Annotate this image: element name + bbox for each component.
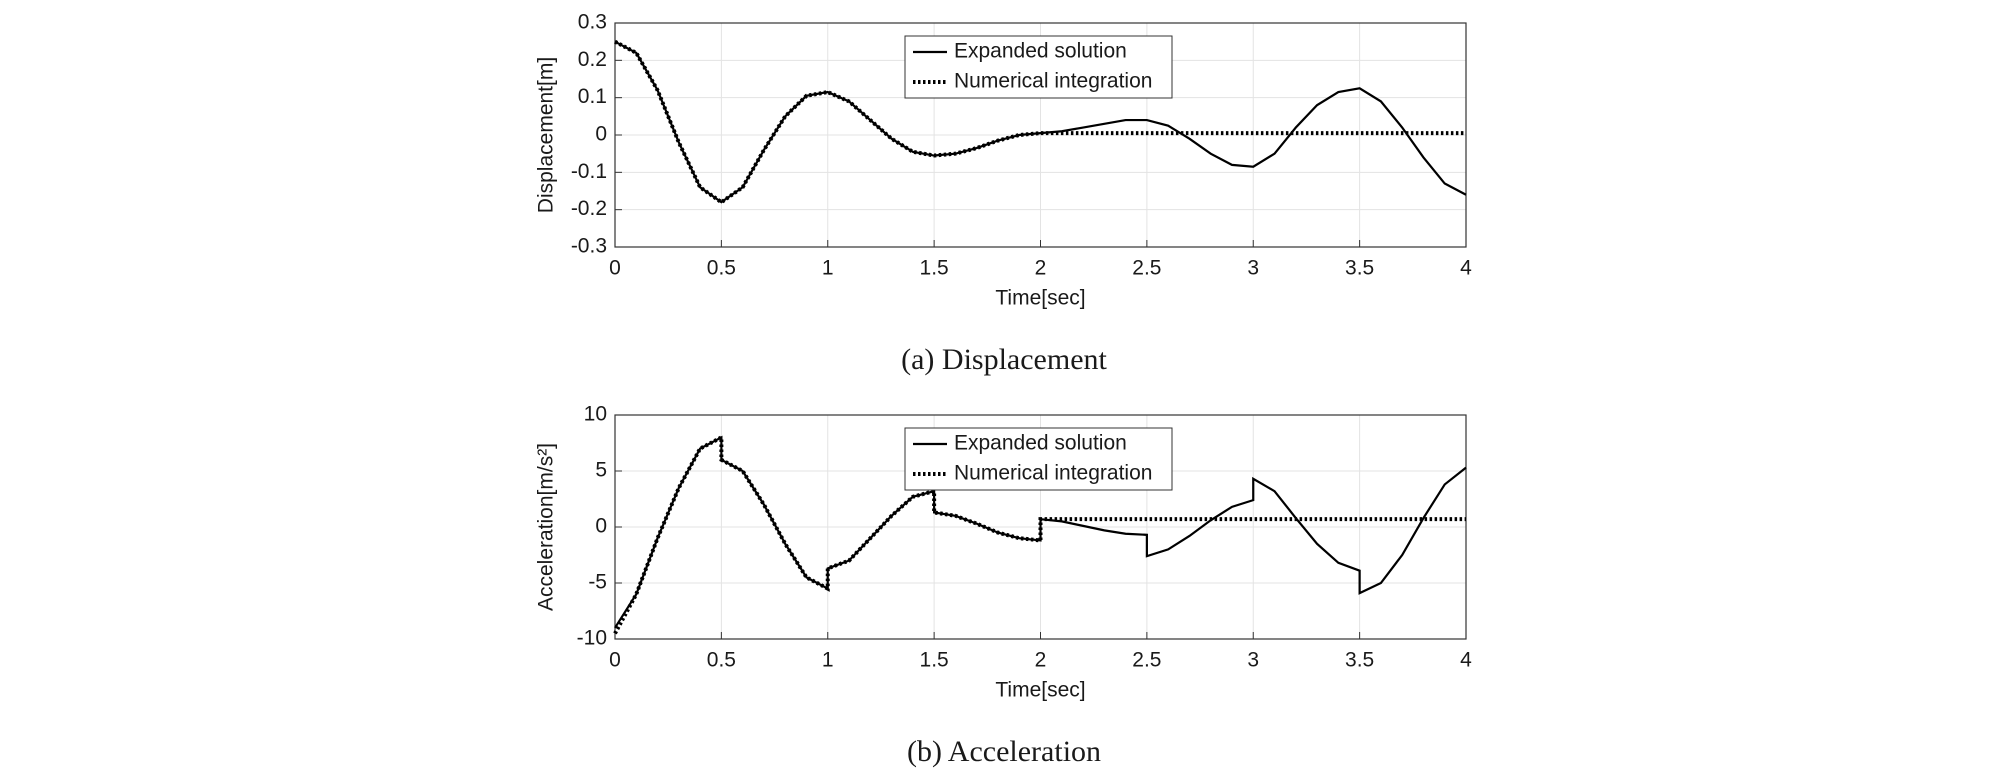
legend-label: Numerical integration xyxy=(954,462,1152,485)
y-tick-label: 5 xyxy=(595,459,607,482)
x-tick-label: 2.5 xyxy=(1132,257,1161,280)
x-tick-label: 3 xyxy=(1247,257,1259,280)
x-tick-label: 3.5 xyxy=(1345,257,1374,280)
y-axis-label: Acceleration[m/s²] xyxy=(535,443,558,611)
x-tick-label: 1 xyxy=(822,257,834,280)
y-tick-label: 0 xyxy=(595,515,607,538)
x-tick-label: 0 xyxy=(609,257,621,280)
x-tick-label: 2.5 xyxy=(1132,649,1161,672)
x-tick-label: 3.5 xyxy=(1345,649,1374,672)
legend-label: Expanded solution xyxy=(954,432,1127,455)
series-line xyxy=(613,434,1466,635)
y-tick-label: -0.1 xyxy=(571,160,607,183)
x-tick-label: 1.5 xyxy=(920,649,949,672)
y-tick-label: -5 xyxy=(588,571,607,594)
plot-frame xyxy=(614,414,1467,640)
y-tick-label: -10 xyxy=(577,627,607,650)
y-tick-label: 0 xyxy=(595,123,607,146)
y-tick-label: 0.3 xyxy=(578,11,607,34)
y-tick-label: 0.2 xyxy=(578,48,607,71)
x-tick-label: 1 xyxy=(822,649,834,672)
series-line xyxy=(614,40,1467,204)
y-tick-label: -0.3 xyxy=(571,235,607,258)
x-tick-label: 2 xyxy=(1035,649,1047,672)
legend-label: Numerical integration xyxy=(954,70,1152,93)
y-tick-label: -0.2 xyxy=(571,197,607,220)
x-tick-label: 0.5 xyxy=(707,257,736,280)
y-tick-label: 0.1 xyxy=(578,85,607,108)
caption: (a) Displacement xyxy=(901,343,1107,376)
x-tick-label: 4 xyxy=(1460,257,1472,280)
x-tick-label: 0 xyxy=(609,649,621,672)
legend-label: Expanded solution xyxy=(954,40,1127,63)
legend-box xyxy=(904,35,1173,99)
x-tick-label: 2 xyxy=(1035,257,1047,280)
y-axis-label: Displacement[m] xyxy=(535,57,558,213)
x-tick-label: 3 xyxy=(1247,649,1259,672)
caption: (b) Acceleration xyxy=(907,735,1101,768)
y-tick-label: 10 xyxy=(584,403,607,426)
x-tick-label: 1.5 xyxy=(920,257,949,280)
legend-box xyxy=(904,427,1173,491)
x-tick-label: 0.5 xyxy=(707,649,736,672)
x-axis-label: Time[sec] xyxy=(995,679,1085,702)
x-tick-label: 4 xyxy=(1460,649,1472,672)
x-axis-label: Time[sec] xyxy=(995,287,1085,310)
